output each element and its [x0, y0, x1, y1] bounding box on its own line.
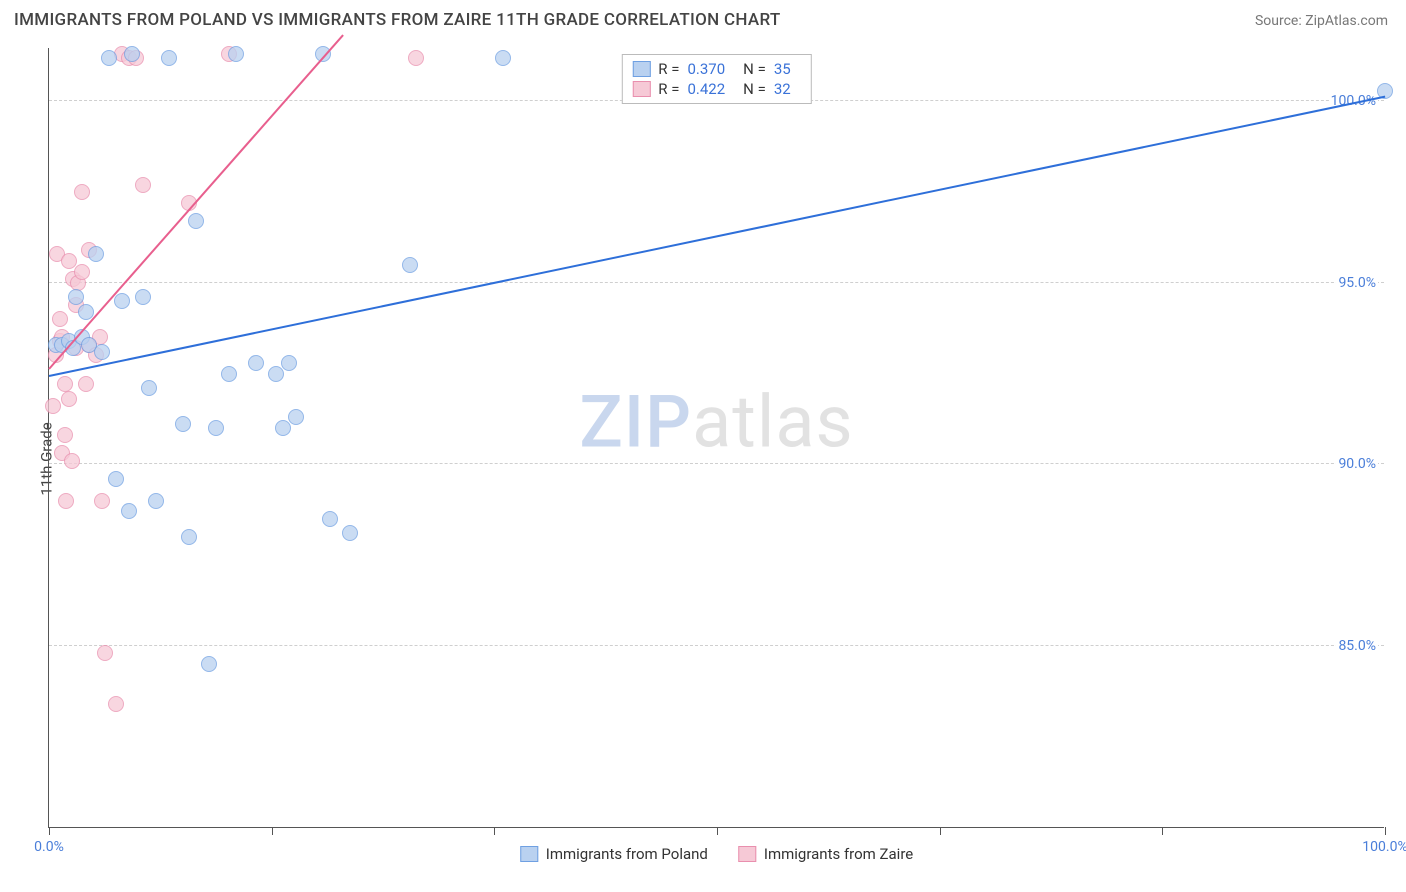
x-tick	[717, 827, 718, 835]
data-point-poland	[181, 529, 197, 545]
data-point-poland	[101, 50, 117, 66]
x-tick	[1162, 827, 1163, 835]
legend-row-poland: R = 0.370 N = 35	[632, 59, 800, 79]
source-label: Source: ZipAtlas.com	[1255, 13, 1388, 29]
data-point-poland	[161, 50, 177, 66]
y-tick-label: 90.0%	[1336, 456, 1378, 472]
data-point-poland	[135, 289, 151, 305]
data-point-poland	[322, 511, 338, 527]
x-tick	[940, 827, 941, 835]
legend-item-zaire: Immigrants from Zaire	[738, 845, 913, 863]
x-tick-label: 100.0%	[1362, 839, 1406, 855]
data-point-poland	[495, 50, 511, 66]
data-point-zaire	[97, 645, 113, 661]
x-tick	[49, 827, 50, 835]
legend-item-poland: Immigrants from Poland	[520, 845, 708, 863]
data-point-zaire	[74, 264, 90, 280]
data-point-poland	[248, 355, 264, 371]
swatch-zaire-icon	[738, 846, 756, 862]
data-point-poland	[275, 420, 291, 436]
gridline-h	[49, 645, 1384, 646]
scatter-plot: ZIPatlas R = 0.370 N = 35 R = 0.422 N = …	[48, 48, 1384, 828]
data-point-poland	[108, 471, 124, 487]
gridline-h	[49, 282, 1384, 283]
watermark: ZIPatlas	[579, 379, 853, 464]
x-tick	[272, 827, 273, 835]
x-tick	[1385, 827, 1386, 835]
data-point-zaire	[57, 427, 73, 443]
data-point-poland	[201, 656, 217, 672]
data-point-poland	[208, 420, 224, 436]
data-point-poland	[281, 355, 297, 371]
data-point-poland	[148, 493, 164, 509]
data-point-zaire	[408, 50, 424, 66]
data-point-zaire	[135, 177, 151, 193]
data-point-poland	[114, 293, 130, 309]
data-point-poland	[121, 503, 137, 519]
data-point-poland	[228, 46, 244, 62]
chart-title: IMMIGRANTS FROM POLAND VS IMMIGRANTS FRO…	[14, 10, 781, 30]
data-point-poland	[268, 366, 284, 382]
data-point-poland	[188, 213, 204, 229]
data-point-zaire	[61, 253, 77, 269]
data-point-zaire	[57, 376, 73, 392]
swatch-poland	[632, 61, 650, 77]
data-point-zaire	[58, 493, 74, 509]
data-point-poland	[402, 257, 418, 273]
data-point-poland	[124, 46, 140, 62]
data-point-zaire	[52, 311, 68, 327]
data-point-poland	[88, 246, 104, 262]
data-point-poland	[221, 366, 237, 382]
data-point-poland	[342, 525, 358, 541]
series-legend: Immigrants from Poland Immigrants from Z…	[520, 845, 913, 863]
swatch-poland-icon	[520, 846, 538, 862]
gridline-h	[49, 463, 1384, 464]
data-point-zaire	[78, 376, 94, 392]
data-point-poland	[288, 409, 304, 425]
x-tick	[494, 827, 495, 835]
data-point-poland	[141, 380, 157, 396]
swatch-zaire	[632, 81, 650, 97]
data-point-zaire	[94, 493, 110, 509]
data-point-zaire	[108, 696, 124, 712]
data-point-zaire	[64, 453, 80, 469]
y-tick-label: 95.0%	[1336, 275, 1378, 291]
legend-row-zaire: R = 0.422 N = 32	[632, 79, 800, 99]
data-point-poland	[175, 416, 191, 432]
y-tick-label: 85.0%	[1336, 638, 1378, 654]
correlation-legend: R = 0.370 N = 35 R = 0.422 N = 32	[621, 54, 811, 104]
data-point-zaire	[61, 391, 77, 407]
data-point-zaire	[45, 398, 61, 414]
trendline-zaire	[48, 34, 343, 369]
x-tick-label: 0.0%	[34, 839, 64, 855]
data-point-poland	[94, 344, 110, 360]
data-point-zaire	[74, 184, 90, 200]
data-point-poland	[68, 289, 84, 305]
